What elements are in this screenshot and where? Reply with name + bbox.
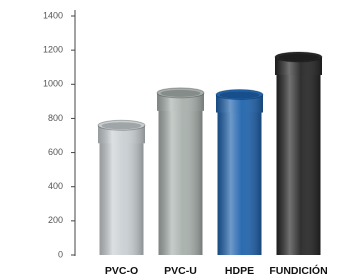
x-tick-label: FUNDICIÓN: [269, 264, 327, 277]
x-tick-label: HDPE: [225, 265, 254, 277]
y-tick-label: 600: [48, 147, 63, 157]
pipe-bore: [220, 92, 260, 99]
y-tick-label: 1200: [43, 45, 63, 55]
y-tick-label: 200: [48, 215, 63, 225]
chart: 0 200 400 600 800 1000 1200 1400 PVC-O PVC-U HDPE F…: [0, 0, 351, 280]
pipe-bore: [279, 54, 319, 61]
pipe-shade: [277, 57, 321, 255]
y-tick-label: 400: [48, 181, 63, 191]
y-tick-label: 800: [48, 113, 63, 123]
pipe-shade: [159, 93, 203, 255]
x-tick-label: PVC-U: [164, 265, 197, 277]
y-tick-label: 1000: [43, 79, 63, 89]
pipe-bore: [102, 122, 142, 129]
x-tick-label: PVC-O: [105, 265, 138, 277]
pipe-bore: [161, 90, 201, 97]
pipe-shade: [100, 125, 144, 255]
y-tick-label: 1400: [43, 10, 63, 20]
y-tick-label: 0: [58, 249, 63, 259]
pipe-shade: [218, 95, 262, 255]
